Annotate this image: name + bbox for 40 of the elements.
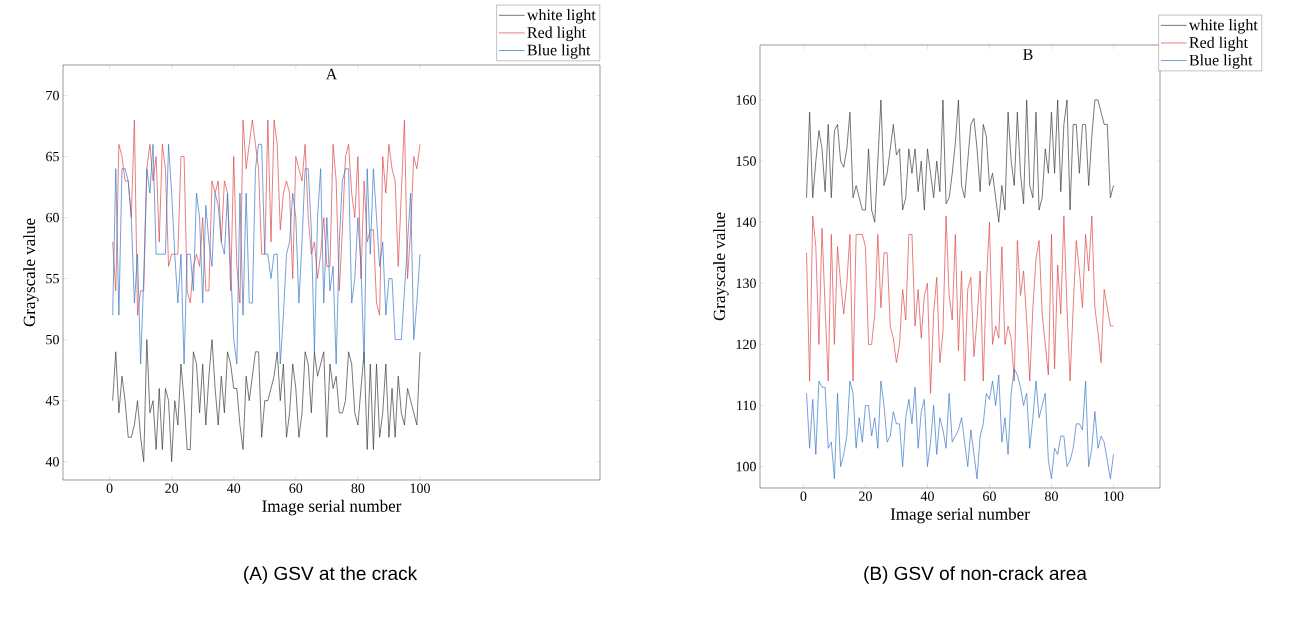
text: (A) GSV at the crack <box>244 566 418 584</box>
x-tick-label: 40 <box>920 491 934 501</box>
y-tick-label: 60 <box>46 212 59 223</box>
legend-label: Blue light <box>527 44 591 59</box>
chart-title: A <box>325 68 338 80</box>
x-tick-label: 80 <box>351 483 365 493</box>
y-axis-title: Grayscale value <box>23 218 39 327</box>
y-tick-label: 110 <box>737 400 756 411</box>
x-tick-label: 40 <box>227 483 241 493</box>
legend-label: white light <box>526 9 596 24</box>
y-tick-label: 50 <box>46 334 59 345</box>
x-tick-label: 60 <box>289 483 303 493</box>
y-tick-label: 70 <box>46 90 59 101</box>
y-tick-label: 150 <box>736 156 756 166</box>
x-tick-label: 80 <box>1045 491 1058 501</box>
y-tick-label: 45 <box>45 395 59 406</box>
x-tick-label: 20 <box>165 483 179 493</box>
y-tick-label: 120 <box>736 339 756 350</box>
x-tick-label: 0 <box>106 483 113 493</box>
y-axis-title: Grayscale value <box>713 212 729 321</box>
y-tick-label: 100 <box>736 461 756 472</box>
x-tick-label: 60 <box>983 491 996 501</box>
y-tick-label: 65 <box>46 151 59 162</box>
legend-label: Red light <box>527 26 586 42</box>
y-tick-label: 40 <box>45 456 59 467</box>
y-tick-label: 130 <box>736 278 756 289</box>
y-tick-label: 160 <box>736 95 756 105</box>
y-tick-label: 140 <box>736 217 756 227</box>
x-tick-label: 0 <box>800 491 807 501</box>
x-axis-title: Image serial number <box>890 507 1030 524</box>
text: (B) GSV of non-crack area <box>864 566 1087 584</box>
x-axis-title: Image serial number <box>262 499 402 516</box>
chart-title: B <box>1023 49 1033 60</box>
legend-label: Blue light <box>1189 54 1253 69</box>
y-tick-label: 55 <box>46 273 59 284</box>
x-tick-label: 100 <box>410 483 430 493</box>
x-tick-label: 100 <box>1104 491 1124 501</box>
x-tick-label: 20 <box>859 491 872 501</box>
legend-label: white light <box>1188 19 1258 34</box>
legend-label: Red light <box>1189 36 1248 52</box>
